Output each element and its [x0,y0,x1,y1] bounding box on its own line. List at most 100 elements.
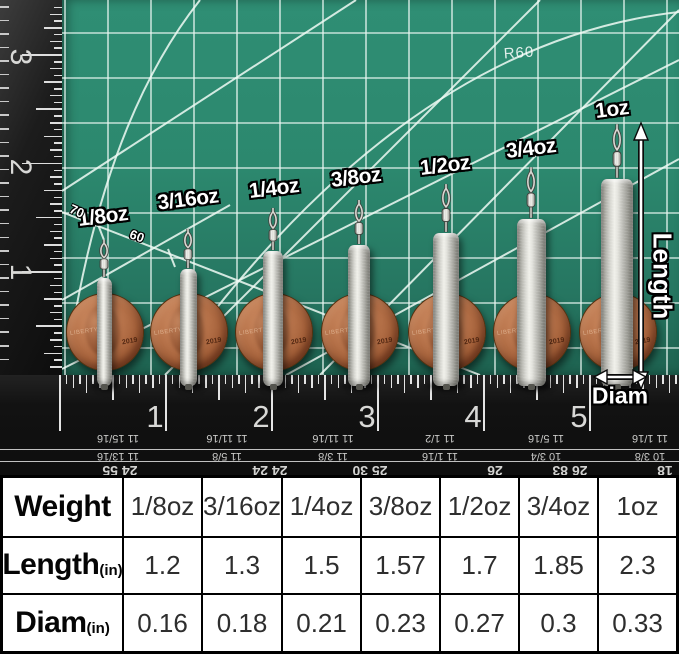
length-annotation-label: Length [647,232,678,320]
ruler-tick [44,27,62,29]
ruler-tick [284,375,286,388]
spec-value: 0.23 [360,593,440,651]
spec-value: 1.85 [518,535,597,594]
ruler-tick [53,101,62,104]
ruler-tick [403,375,406,393]
ruler-tick [489,375,492,384]
ruler-tick [53,359,62,361]
ruler-tick [138,375,141,393]
ruler-tick [0,277,9,279]
ruler-tick [244,375,247,393]
spec-value: 2.3 [597,535,676,594]
ruler-tick [410,375,412,384]
ruler-tick [655,375,657,388]
dimension-arrows-icon [592,121,650,391]
ruler-tick [132,375,134,384]
ruler-tick [53,88,62,90]
sinker-body [516,219,546,386]
ruler-tick [344,375,346,384]
ruler-tick [662,375,664,384]
ruler-tick [53,142,62,144]
sinker-wire-tip [355,384,363,390]
ruler-tick [158,375,161,384]
ruler-tick [22,271,62,273]
ruler-tick [304,375,306,384]
mat-radius-marking: R60 [503,43,535,63]
ruler-tick [370,375,373,384]
spec-value: 0.16 [122,593,201,651]
snap-clip-icon [441,184,451,232]
ruler-tick [0,100,9,103]
ruler-tick [53,277,62,280]
sinker-body [263,251,283,386]
ruler-tick [53,291,62,294]
ruler-tick [271,375,273,431]
spec-value: 1/4oz [281,478,360,536]
spec-value: 1.57 [360,535,440,594]
ruler-tick [556,375,558,384]
ruler-tick [0,331,9,333]
ruler-tick [53,223,62,226]
ruler-tick [0,168,9,171]
ruler-tick [0,358,9,361]
ruler-tick [53,250,62,253]
ruler-tick [92,375,94,384]
spec-value: 1.2 [122,535,201,594]
spec-value: 0.27 [439,593,519,651]
spec-value: 1.3 [200,535,282,594]
ruler-tick [297,375,300,393]
ruler-tick [22,162,62,165]
ruler-tick [50,40,62,43]
sinker-wire-tip [613,384,621,390]
spec-value: 0.21 [281,593,361,651]
ruler-tick [0,250,9,252]
ruler-tick [165,375,167,431]
ruler-tick [53,33,62,36]
annotation-layer: R60 Length Diam 70 60 [67,43,678,408]
ruler-tick [44,135,62,138]
ruler-tick [0,195,9,198]
ruler-tick [53,115,62,117]
ruler-tick [53,318,62,321]
spec-value: 0.3 [518,593,597,651]
ruler-tick [44,298,62,300]
ruler-tick [377,375,379,431]
ruler-tick [0,19,9,22]
sinker-wire-tip [100,384,108,390]
row-header-length: Length (in) [2,535,123,594]
spec-value: 3/8oz [360,478,439,536]
ruler-tick [251,375,253,384]
spec-value: 1oz [597,478,676,536]
spec-value: 1/2oz [439,478,518,536]
ruler-tick [0,141,9,144]
ruler-tick [569,375,571,384]
sinker-body [601,179,633,386]
ruler-tick [53,128,62,131]
snap-clip-icon [354,200,364,244]
ruler-tick [53,183,62,185]
ruler-tick [0,317,9,320]
ruler-tick [50,149,62,151]
ruler-tick [397,375,399,384]
ruler-number: 2 [252,399,270,434]
ruler-tick [324,375,326,400]
snap-clip-icon [612,124,622,178]
ruler-tick [509,375,512,393]
ruler-tick [50,230,62,233]
ruler-tick [65,375,68,384]
ruler-tick [53,61,62,63]
snap-clip-icon [99,239,109,278]
sinker-body [179,269,197,386]
ruler-tick [50,311,62,314]
ruler-tick [383,375,386,384]
ruler-tick [0,46,9,49]
ruler-tick [36,108,62,110]
spec-value: 0.18 [200,593,282,651]
ruler-tick [53,169,62,171]
ruler-tick [145,375,147,384]
ruler-tick [171,375,174,384]
ruler-tick [430,375,432,400]
ruler-tick [50,284,62,287]
ruler-tick [50,176,62,178]
